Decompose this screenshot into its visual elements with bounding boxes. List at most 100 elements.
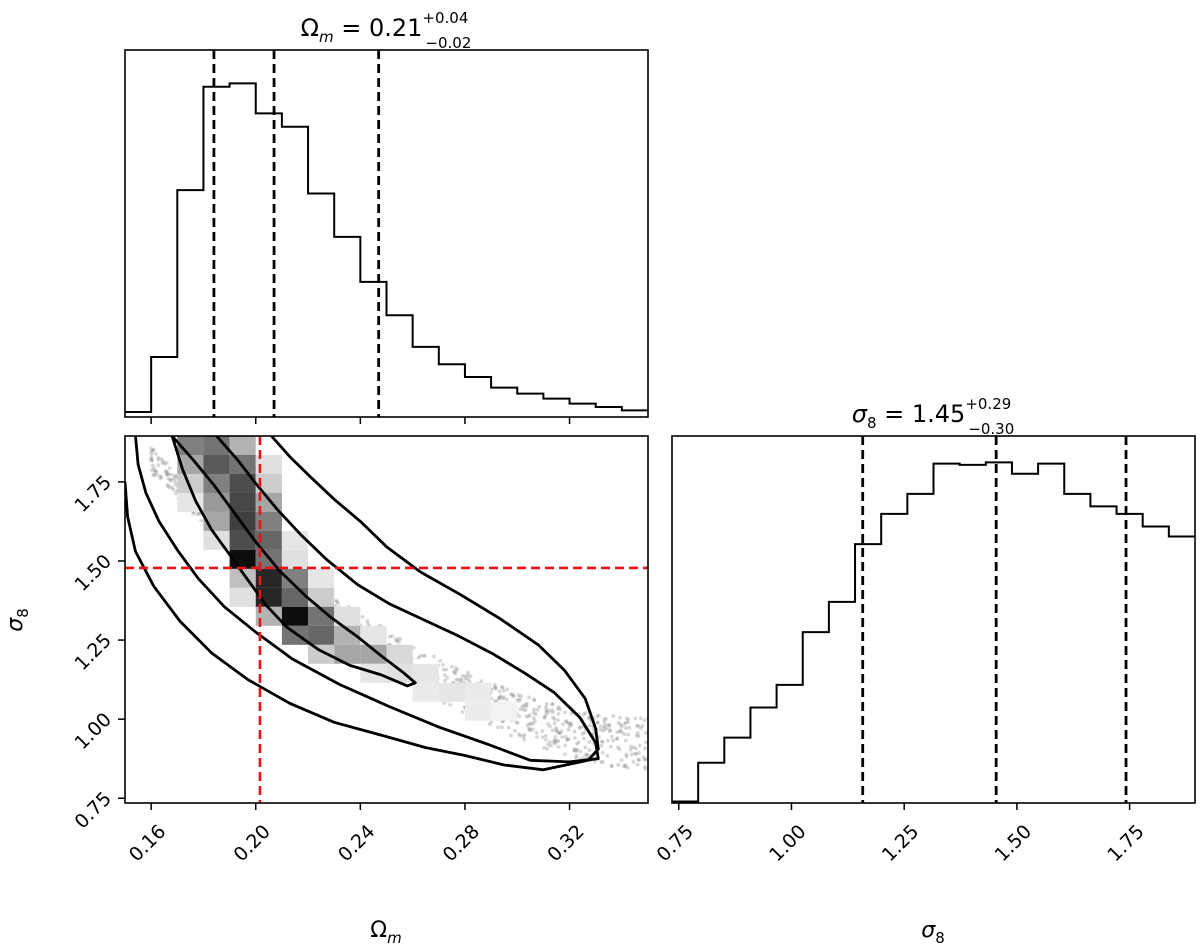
- sample-point: [563, 743, 568, 748]
- sample-point: [618, 728, 623, 733]
- density-cell: [308, 568, 335, 588]
- sample-point: [545, 742, 550, 747]
- sample-point: [165, 482, 170, 487]
- sample-point: [624, 754, 629, 759]
- x-label-omega-subscript: m: [387, 929, 402, 947]
- sample-point: [532, 707, 536, 712]
- contour-line: [125, 436, 600, 772]
- density-cell: [177, 492, 204, 512]
- omega-m-histogram-panel: Ωm = 0.21+0.04 −0.02: [124, 9, 649, 424]
- sample-point: [505, 687, 510, 692]
- density-cell: [281, 625, 309, 645]
- sample-point: [528, 728, 533, 732]
- joint-x-tick-label: 0.24: [334, 821, 379, 866]
- sample-point: [626, 732, 631, 737]
- sample-point: [619, 724, 624, 729]
- sample-point: [643, 746, 647, 751]
- sample-point: [166, 476, 171, 481]
- sample-point: [418, 653, 423, 658]
- sample-point: [521, 734, 526, 739]
- sample-point: [168, 478, 173, 483]
- sample-point: [550, 710, 555, 715]
- sample-point: [571, 748, 576, 753]
- sample-point: [636, 724, 641, 728]
- sample-point: [526, 714, 531, 719]
- sample-point: [643, 730, 648, 735]
- sample-point: [150, 448, 155, 453]
- sample-point: [504, 697, 509, 702]
- sample-point: [602, 719, 607, 724]
- sample-point: [554, 728, 559, 732]
- sample-point: [564, 719, 569, 723]
- sigma-8-histogram-title: σ8 = 1.45+0.29 −0.30: [852, 395, 1015, 438]
- sample-point: [623, 738, 628, 743]
- sample-point: [521, 707, 526, 712]
- sample-point: [468, 674, 473, 678]
- sample-point: [149, 468, 154, 473]
- sample-point: [585, 753, 589, 758]
- sample-point: [171, 487, 176, 492]
- sigma-8-histogram-bin: [750, 707, 776, 803]
- sample-point: [163, 462, 168, 466]
- sample-point: [635, 724, 640, 728]
- sample-point: [561, 722, 565, 727]
- sample-point: [390, 634, 395, 639]
- density-cell: [334, 625, 361, 645]
- sample-point: [605, 753, 610, 758]
- density-cell: [386, 644, 413, 664]
- sample-point: [560, 735, 564, 739]
- sample-point: [531, 710, 536, 715]
- sample-point: [456, 677, 461, 682]
- sample-point: [545, 746, 549, 751]
- sample-point: [398, 636, 403, 641]
- sample-point: [165, 484, 170, 489]
- sample-point: [166, 472, 171, 477]
- sample-point: [197, 511, 202, 515]
- sample-point: [616, 745, 620, 750]
- sample-point: [625, 766, 630, 770]
- sample-point: [499, 725, 504, 730]
- sigma-8-histogram-bin: [907, 494, 933, 803]
- sample-point: [563, 752, 567, 757]
- sigma-8-x-tick-label: 1.25: [878, 821, 923, 866]
- sample-point: [506, 725, 511, 730]
- sample-point: [549, 743, 553, 748]
- omega-m-histogram-bin: [203, 87, 229, 417]
- density-cell: [177, 473, 204, 493]
- sample-point: [509, 733, 513, 738]
- sample-point: [543, 713, 548, 718]
- sample-point: [602, 726, 607, 731]
- sample-point: [514, 720, 519, 725]
- sample-point: [573, 748, 578, 753]
- sigma-8-histogram-bin: [986, 462, 1012, 803]
- sample-point: [164, 470, 169, 474]
- sample-point: [611, 713, 616, 718]
- sample-point: [574, 753, 579, 758]
- title-sigma-subscript: 8: [867, 414, 877, 432]
- density-cell: [255, 511, 282, 531]
- sample-point: [365, 619, 370, 623]
- sample-point: [532, 697, 536, 702]
- contour-line: [134, 436, 600, 764]
- sample-point: [644, 757, 648, 762]
- sample-point: [610, 734, 614, 739]
- density-cell: [334, 606, 361, 626]
- title-omega-value: = 0.21: [334, 14, 423, 42]
- sample-point: [167, 466, 172, 471]
- sample-point: [159, 475, 164, 479]
- sample-point: [460, 674, 465, 678]
- sample-point: [622, 722, 627, 726]
- density-cell: [438, 682, 465, 702]
- omega-m-histogram-bin: [543, 399, 569, 417]
- sample-point: [611, 738, 615, 743]
- sample-point: [600, 750, 605, 755]
- sample-point: [567, 721, 571, 725]
- sample-point: [552, 721, 557, 726]
- sigma-8-histogram-bin: [698, 763, 724, 803]
- sample-point: [574, 755, 578, 760]
- omega-m-histogram-bin: [151, 357, 177, 417]
- sigma-8-histogram-bin: [777, 685, 803, 803]
- sample-point: [167, 485, 172, 490]
- sigma-8-x-tick-label: 0.75: [652, 821, 697, 866]
- joint-y-tick-label: 0.75: [70, 788, 115, 833]
